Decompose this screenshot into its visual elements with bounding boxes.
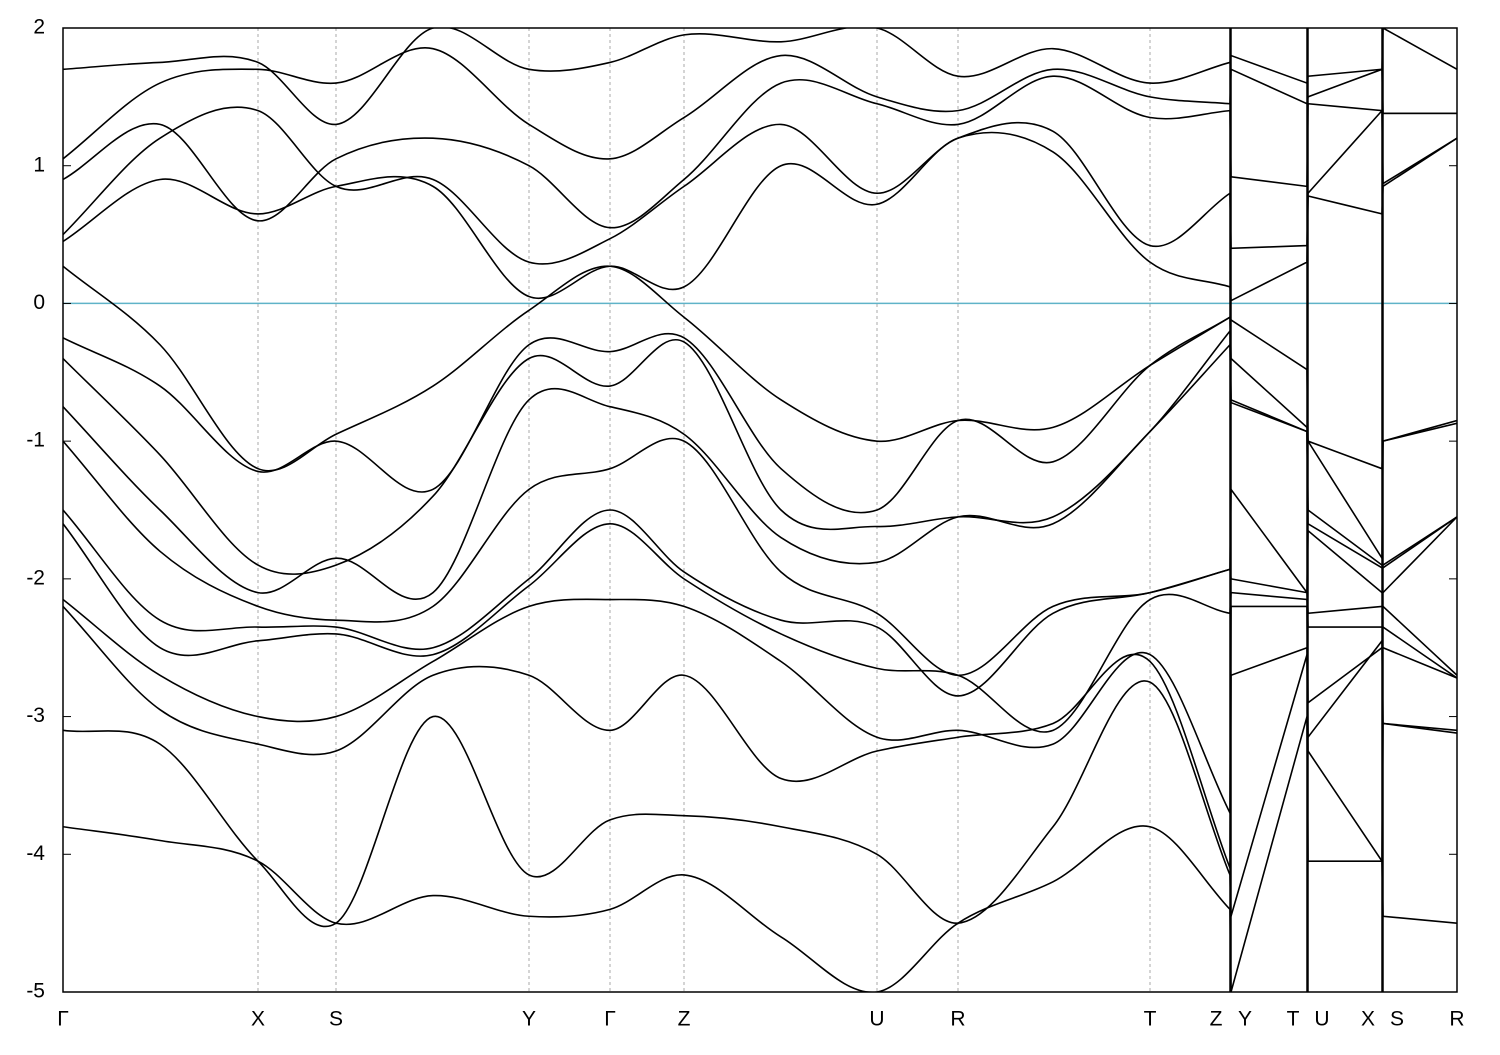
x-tick-label: T	[1144, 1008, 1157, 1031]
band-line	[63, 131, 1457, 302]
x-tick-label: U	[869, 1008, 884, 1031]
x-tick-label: X	[251, 1008, 265, 1031]
x-tick-label: S	[1390, 1008, 1404, 1031]
band-line	[63, 437, 1457, 677]
band-line	[63, 47, 1457, 160]
band-line	[63, 605, 1457, 869]
x-tick-label: X	[1361, 1008, 1375, 1031]
band-line	[63, 342, 1457, 600]
x-tick-label: R	[950, 1008, 965, 1031]
plot-frame	[62, 27, 1458, 993]
y-tick-label: -1	[26, 429, 45, 452]
x-tick-label: U	[1314, 1008, 1329, 1031]
x-tick-label: Γ	[57, 1008, 69, 1031]
y-tick-label: -4	[26, 842, 45, 865]
band-line	[63, 328, 1457, 575]
x-tick-label: Z	[678, 1008, 691, 1031]
band-line	[63, 315, 1457, 561]
band-line	[63, 598, 1457, 814]
y-tick-label: -5	[26, 980, 45, 1003]
band-line	[63, 522, 1457, 733]
x-tick-label: R	[1449, 1008, 1464, 1031]
x-tick-label: Y	[522, 1008, 536, 1031]
band-line	[63, 265, 1457, 472]
y-tick-label: 1	[33, 153, 45, 176]
x-tick-label: T	[1287, 1008, 1300, 1031]
x-tick-label: Y	[1238, 1008, 1252, 1031]
x-tick-label: Z	[1210, 1008, 1223, 1031]
y-tick-label: 0	[33, 291, 45, 314]
band-line	[63, 654, 1457, 928]
band-line	[63, 716, 1457, 992]
y-tick-label: 2	[33, 16, 45, 39]
band-line	[63, 509, 1457, 697]
y-tick-label: -2	[26, 566, 45, 589]
band-line	[63, 28, 1457, 126]
x-tick-label: S	[329, 1008, 343, 1031]
band-line	[63, 106, 1457, 265]
x-tick-label: Γ	[604, 1008, 616, 1031]
y-tick-label: -3	[26, 704, 45, 727]
